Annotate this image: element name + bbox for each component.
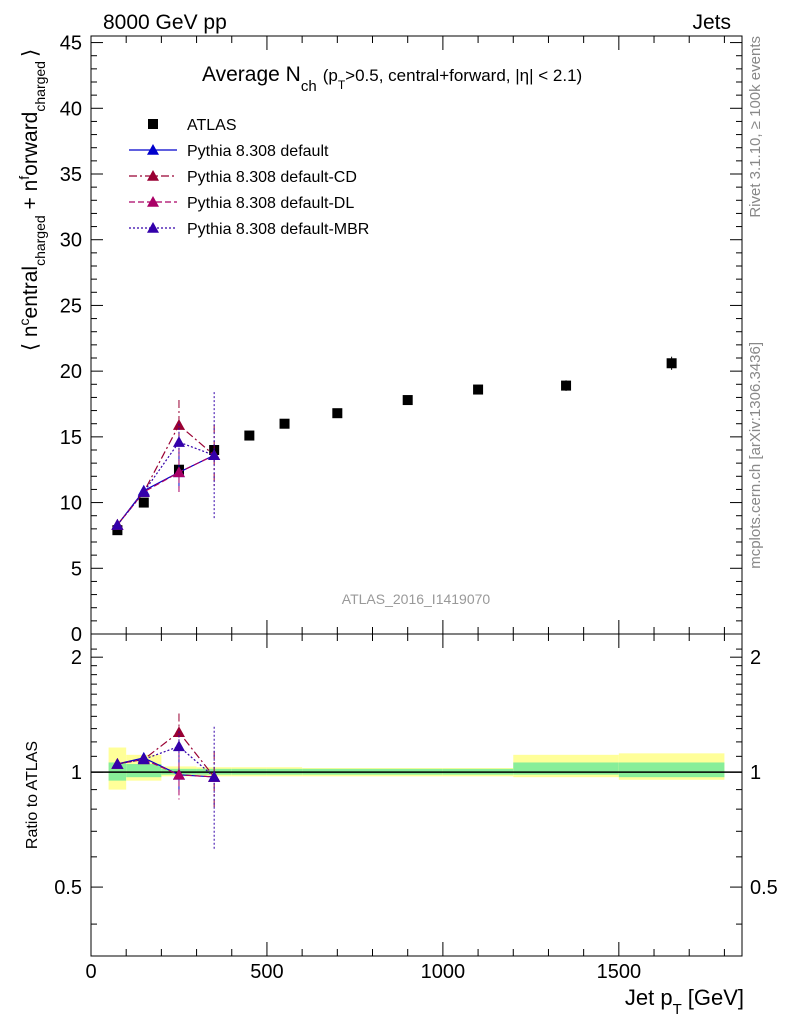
main-y-ticks: 0 5 10 15 20 25 30 35 40 45 <box>60 33 742 646</box>
data-point-10 <box>666 358 677 369</box>
x-axis-label: Jet pT [GeV] <box>625 985 744 1018</box>
series-3-point-3 <box>208 449 221 461</box>
series-3-point-0 <box>111 518 124 530</box>
ylabel-sup1: c <box>16 318 32 325</box>
plot-title: Average Nch (pT>0.5, central+forward, |η|… <box>202 63 582 95</box>
data-point-4 <box>244 430 255 441</box>
y-tick-label-0: 0 <box>71 624 82 646</box>
ylabel-mid1: entral <box>19 266 42 319</box>
title-cond-rest: >0.5, central+forward, |η| < 2.1) <box>345 66 582 85</box>
ratio-panel: 0.5 0.5 1 1 2 2 Ratio to ATLAS <box>24 633 778 957</box>
ylabel-sub1: charged <box>32 215 48 266</box>
series-2-point-2 <box>172 466 185 478</box>
x-tick-label-0: 0 <box>85 961 96 983</box>
series-line-2 <box>116 454 215 526</box>
ratio-marks <box>91 713 742 850</box>
series-3-point-1 <box>137 486 150 497</box>
legend-marker-0 <box>147 144 159 155</box>
legend-marker-2 <box>147 196 159 207</box>
ratio-tick-label-right-0: 0.5 <box>750 877 778 899</box>
series-3-point-2 <box>172 436 185 447</box>
legend-label-1: Pythia 8.308 default-CD <box>187 169 357 186</box>
y-tick-label-7: 35 <box>60 164 82 186</box>
legend-label-data: ATLAS <box>187 117 237 134</box>
ratio-series-3-point-2 <box>172 740 185 752</box>
analysis-watermark: ATLAS_2016_I1419070 <box>342 591 491 607</box>
rivet-label: Rivet 3.1.10, ≥ 100k events <box>747 36 764 218</box>
title-main-sub: ch <box>301 78 317 95</box>
y-axis-label: ⟨ ncentralcharged + nforwardcharged⟩ <box>16 49 48 351</box>
series-line-0 <box>116 454 215 526</box>
ylabel-open: ⟨ n <box>19 325 42 351</box>
ratio-series-3-point-3 <box>208 770 221 782</box>
main-marks <box>111 356 677 536</box>
ratio-y-ticks: 0.5 0.5 1 1 2 2 <box>54 647 778 925</box>
ylabel-sup2: f <box>16 176 32 180</box>
main-panel: 0 5 10 15 20 25 30 35 40 45 Average Nch (pT>0.5, c… <box>16 33 743 646</box>
legend-label-3: Pythia 8.308 default-MBR <box>187 221 369 238</box>
ratio-band-inner-1 <box>126 764 162 778</box>
legend-marker-1 <box>147 170 159 181</box>
y-tick-label-1: 5 <box>71 558 82 580</box>
ratio-series-3-point-1 <box>137 753 150 765</box>
ylabel-mid3: orward <box>19 112 42 176</box>
data-point-8 <box>473 384 484 395</box>
y-tick-label-3: 15 <box>60 427 82 449</box>
ratio-series-line-3 <box>117 745 215 778</box>
mcplots-label: mcplots.cern.ch [arXiv:1306.3436] <box>747 342 764 569</box>
data-point-7 <box>402 395 413 406</box>
ratio-series-2-point-2 <box>172 768 185 780</box>
ylabel-sub2: charged <box>32 61 48 112</box>
xlabel-main: Jet p <box>625 985 673 1010</box>
xlabel-rest: [GeV] <box>688 985 744 1010</box>
title-cond-sub: T <box>338 78 346 92</box>
y-tick-label-6: 30 <box>60 230 82 252</box>
ratio-tick-label-left-2: 2 <box>71 647 82 669</box>
series-line-3 <box>116 441 215 526</box>
series-line-1 <box>116 424 215 526</box>
header-left: 8000 GeV pp <box>103 11 227 34</box>
y-tick-label-8: 40 <box>60 98 82 120</box>
ratio-tick-label-right-2: 2 <box>750 647 761 669</box>
xlabel-sub: T <box>673 1001 682 1018</box>
legend: ATLAS Pythia 8.308 default Pythia 8.308 de… <box>129 117 369 238</box>
legend-label-2: Pythia 8.308 default-DL <box>187 195 354 212</box>
y-tick-label-9: 45 <box>60 33 82 55</box>
ylabel-close: ⟩ <box>19 49 42 57</box>
data-point-9 <box>561 380 572 391</box>
y-tick-label-2: 10 <box>60 493 82 515</box>
data-point-6 <box>332 408 343 419</box>
x-axis-ticks: 0 500 1000 1500 <box>85 36 725 983</box>
x-tick-label-2: 1000 <box>421 961 466 983</box>
ratio-band-inner-10 <box>618 762 725 778</box>
ratio-frame <box>90 633 743 957</box>
x-tick-label-1: 500 <box>250 961 283 983</box>
legend-marker-data <box>148 119 158 129</box>
legend-marker-3 <box>147 222 159 233</box>
data-point-0 <box>112 525 123 536</box>
y-tick-label-5: 25 <box>60 295 82 317</box>
y-tick-label-4: 20 <box>60 361 82 383</box>
legend-label-0: Pythia 8.308 default <box>187 143 329 160</box>
title-main: Average N <box>202 63 301 86</box>
ratio-series-line-1 <box>117 731 215 778</box>
data-point-1 <box>138 497 149 508</box>
ratio-tick-label-left-0: 0.5 <box>54 877 82 899</box>
ratio-tick-label-right-1: 1 <box>750 762 761 784</box>
x-tick-label-3: 1500 <box>597 961 642 983</box>
ylabel-mid2: + n <box>19 180 42 216</box>
ratio-y-axis-label: Ratio to ATLAS <box>24 741 41 849</box>
ratio-tick-label-left-1: 1 <box>71 762 82 784</box>
header-right: Jets <box>692 11 731 34</box>
data-point-5 <box>279 418 290 429</box>
ratio-series-3-point-0 <box>111 757 124 769</box>
title-cond-open: (p <box>323 66 338 85</box>
